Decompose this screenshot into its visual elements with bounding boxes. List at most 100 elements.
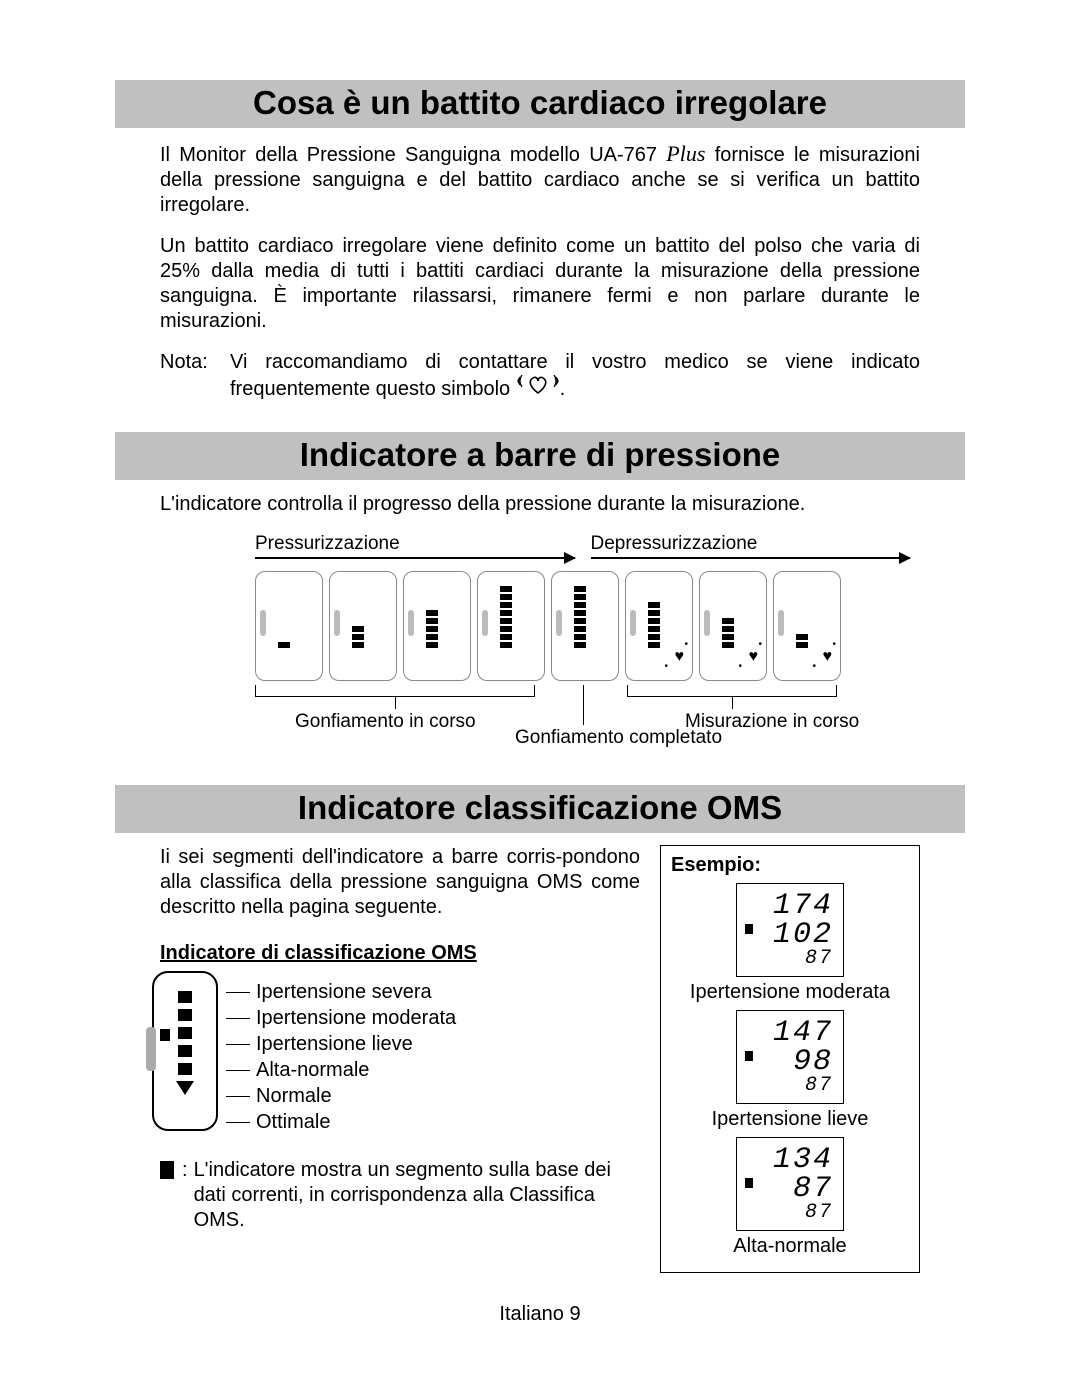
oms-row: Ii sei segmenti dell'indicatore a barre … (115, 845, 965, 1273)
seg (648, 626, 660, 632)
device-icon (551, 571, 619, 681)
pulse-value: 87 (805, 1076, 833, 1095)
side-pill (334, 610, 340, 636)
example-items: 17410287Ipertensione moderata1479887Iper… (671, 883, 909, 1258)
lcd-display: 1348787 (736, 1137, 844, 1231)
arrow-labels-row: Pressurizzazione Depressurizzazione (255, 533, 920, 567)
heart-icon: ♥ (749, 648, 759, 666)
bullet-icon (160, 1161, 174, 1179)
device-icon (255, 571, 323, 681)
example-item: 17410287 Ipertensione moderata (671, 883, 909, 1004)
arrow-right-icon (591, 557, 911, 567)
seg (352, 626, 364, 632)
oms-note: : L'indicatore mostra un segmento sulla … (160, 1158, 640, 1233)
spark-icon: • (664, 661, 668, 672)
section2-intro: L'indicatore controlla il progresso dell… (160, 492, 920, 517)
seg (574, 610, 586, 616)
device-row: ♥••♥••♥•• (255, 571, 920, 681)
example-item: 1348787 Alta-normale (671, 1137, 909, 1258)
seg (426, 626, 438, 632)
oms-indicator-diagram: Ipertensione severaIpertensione moderata… (152, 971, 640, 1134)
systolic-value: 147 (773, 1019, 833, 1048)
segment-column (574, 586, 586, 648)
oms-level-label: Ipertensione lieve (226, 1033, 456, 1056)
oms-level-label: Ipertensione severa (226, 981, 456, 1004)
seg (178, 1009, 192, 1021)
diastolic-value: 102 (773, 921, 833, 950)
seg (574, 634, 586, 640)
pressure-bar-diagram: Pressurizzazione Depressurizzazione ♥••♥… (160, 533, 920, 755)
example-label: Ipertensione moderata (671, 981, 909, 1004)
seg (648, 618, 660, 624)
seg (574, 642, 586, 648)
oms-note-text: L'indicatore mostra un segmento sulla ba… (194, 1158, 640, 1233)
oms-level-labels: Ipertensione severaIpertensione moderata… (226, 981, 456, 1134)
lcd-display: 1479887 (736, 1010, 844, 1104)
diastolic-value: 87 (793, 1175, 833, 1204)
segment-column (500, 586, 512, 648)
stem (732, 697, 733, 709)
arrow-right-icon (255, 557, 575, 567)
seg (574, 594, 586, 600)
section1-para2: Un battito cardiaco irregolare viene def… (160, 234, 920, 334)
example-label: Alta-normale (671, 1235, 909, 1258)
oms-level-label: Ottimale (226, 1111, 456, 1134)
side-pill (482, 610, 488, 636)
side-pill (260, 610, 266, 636)
seg (500, 586, 512, 592)
press-col: Pressurizzazione (255, 533, 585, 567)
seg (648, 642, 660, 648)
seg (648, 610, 660, 616)
text: . (560, 378, 566, 400)
segment-column (278, 586, 290, 648)
segment-column (426, 586, 438, 648)
oms-subhead: Indicatore di classificazione OMS (160, 942, 640, 965)
section1-para1: Il Monitor della Pressione Sanguigna mod… (160, 140, 920, 218)
seg (278, 642, 290, 648)
device-icon: ♥•• (773, 571, 841, 681)
side-pill (630, 610, 636, 636)
section1-header: Cosa è un battito cardiaco irregolare (115, 80, 965, 128)
seg (500, 626, 512, 632)
side-pill (556, 610, 562, 636)
spark-icon: • (812, 661, 816, 672)
depress-col: Depressurizzazione (591, 533, 921, 567)
text: Il Monitor della Pressione Sanguigna mod… (160, 144, 666, 166)
seg (796, 634, 808, 640)
segment-column (352, 586, 364, 648)
seg (426, 634, 438, 640)
side-pill (146, 1027, 156, 1071)
seg (500, 642, 512, 648)
pressurization-label: Pressurizzazione (255, 533, 585, 555)
seg (352, 642, 364, 648)
seg (500, 594, 512, 600)
note-body: Vi raccomandiamo di contattare il vostro… (230, 350, 920, 402)
diastolic-value: 98 (793, 1048, 833, 1077)
heart-icon: ♥ (675, 648, 685, 666)
device-icon (403, 571, 471, 681)
manual-page: Cosa è un battito cardiaco irregolare Il… (0, 0, 1080, 1366)
example-title: Esempio: (671, 854, 909, 877)
spark-icon: • (684, 639, 688, 650)
measure-label: Misurazione in corso (685, 711, 859, 733)
lcd-display: 17410287 (736, 883, 844, 977)
seg (426, 618, 438, 624)
spark-icon: • (738, 661, 742, 672)
seg (178, 1027, 192, 1039)
colon: : (182, 1158, 188, 1233)
heart-icon: ♥ (823, 648, 833, 666)
oms-para: Ii sei segmenti dell'indicatore a barre … (160, 845, 640, 920)
seg (426, 610, 438, 616)
text: Vi raccomandiamo di contattare il vostro… (230, 351, 920, 400)
side-pill (408, 610, 414, 636)
seg (178, 1063, 192, 1075)
segment-column (796, 586, 808, 648)
seg (500, 618, 512, 624)
oms-device-icon (152, 971, 218, 1131)
device-icon: ♥•• (625, 571, 693, 681)
seg (722, 618, 734, 624)
section1-note: Nota: Vi raccomandiamo di contattare il … (160, 350, 920, 402)
tri-icon (176, 1081, 194, 1095)
seg (574, 602, 586, 608)
seg (722, 642, 734, 648)
